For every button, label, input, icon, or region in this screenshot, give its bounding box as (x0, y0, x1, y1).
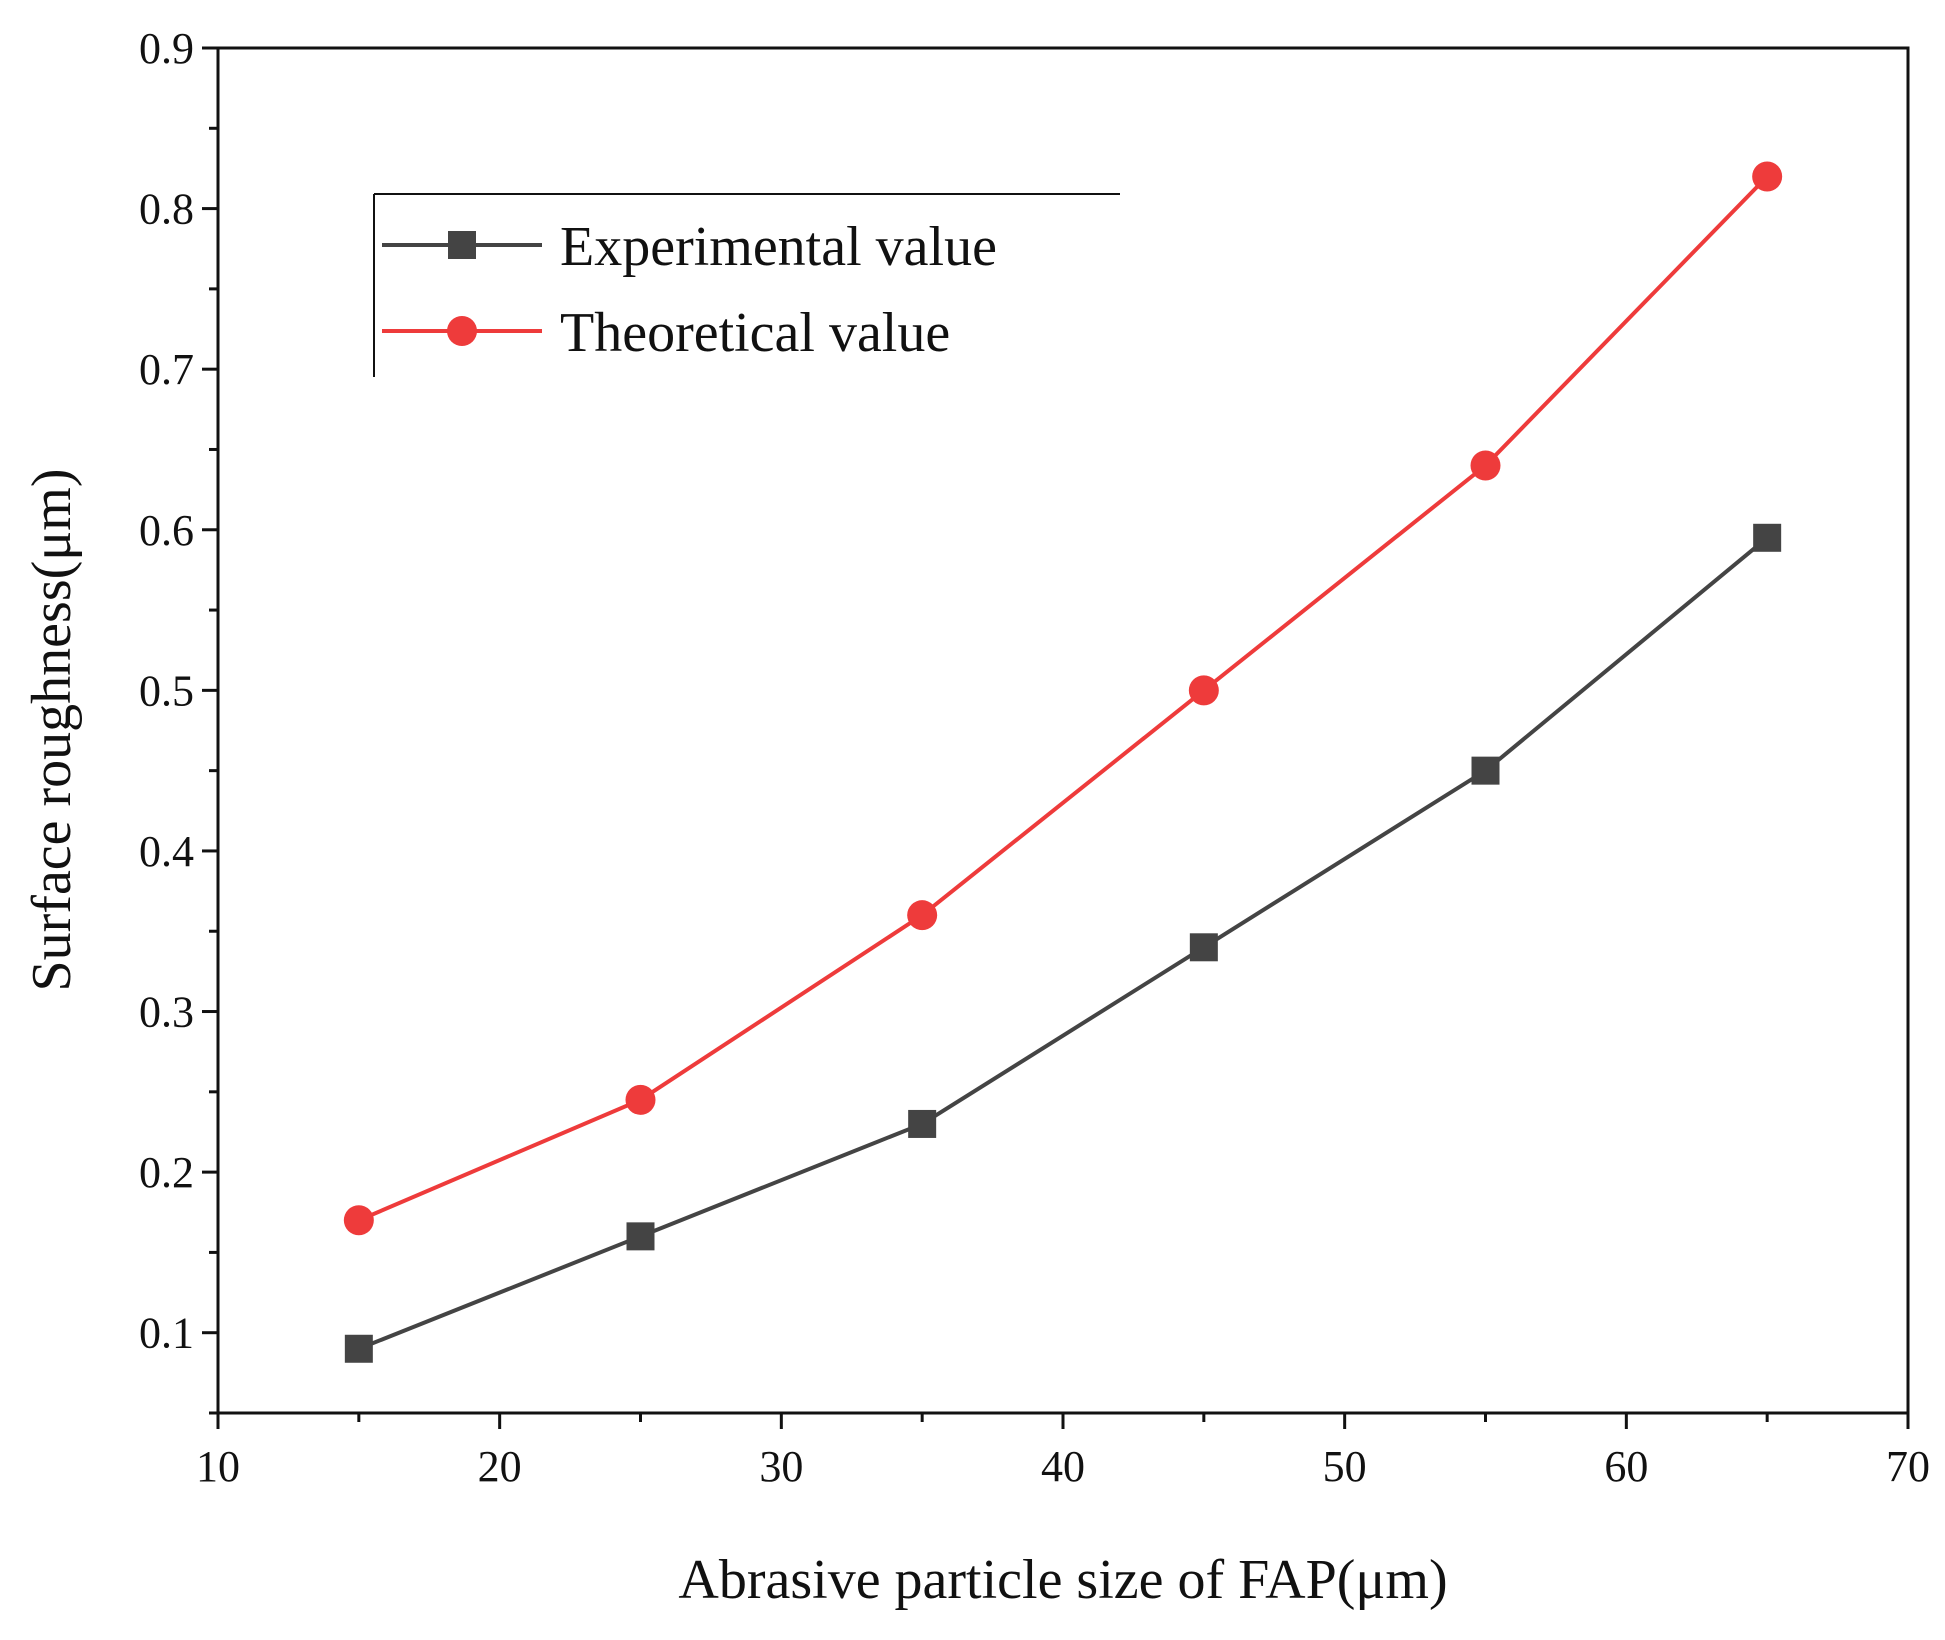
x-axis-title: Abrasive particle size of FAP(μm) (678, 1549, 1447, 1611)
x-tick-label: 40 (1041, 1442, 1085, 1491)
y-axis: 0.1 0.2 0.3 0.4 0.5 0.6 0.7 0.8 0.9 (139, 24, 218, 1415)
x-tick-label: 60 (1604, 1442, 1648, 1491)
data-point (1189, 933, 1218, 962)
x-tick-label: 10 (196, 1442, 240, 1491)
data-point (1753, 523, 1782, 552)
x-axis: 10 20 30 40 50 60 70 (196, 1413, 1930, 1491)
data-point (907, 900, 938, 931)
data-point (343, 1205, 374, 1236)
x-tick-label: 30 (759, 1442, 803, 1491)
y-axis-title: Surface roughness(μm) (21, 469, 83, 992)
y-tick-label: 0.8 (139, 185, 194, 234)
series-line (358, 536, 1769, 1351)
data-point (1188, 675, 1219, 706)
data-point (626, 1222, 655, 1251)
series-2 (343, 161, 1783, 1236)
x-tick-label: 20 (478, 1442, 522, 1491)
x-tick-label: 70 (1886, 1442, 1930, 1491)
data-point (625, 1084, 656, 1115)
legend: Experimental value Theoretical value (373, 193, 1120, 377)
series-layer (343, 161, 1783, 1363)
data-point (908, 1109, 937, 1138)
y-tick-label: 0.5 (139, 666, 194, 715)
y-tick-label: 0.7 (139, 345, 194, 394)
y-tick-label: 0.3 (139, 988, 194, 1037)
legend-label: Theoretical value (560, 302, 950, 364)
data-point (1752, 161, 1783, 192)
legend-marker (447, 316, 477, 346)
series-line (358, 175, 1769, 1223)
y-tick-label: 0.6 (139, 506, 194, 555)
y-tick-label: 0.2 (139, 1148, 194, 1197)
data-point (344, 1334, 373, 1363)
y-tick-label: 0.1 (139, 1309, 194, 1358)
y-tick-label: 0.9 (139, 24, 194, 73)
legend-marker (448, 231, 476, 259)
y-tick-label: 0.4 (139, 827, 194, 876)
series-1 (344, 523, 1782, 1363)
data-point (1470, 450, 1501, 481)
data-point (1471, 756, 1500, 785)
x-tick-label: 50 (1323, 1442, 1367, 1491)
legend-label: Experimental value (560, 216, 997, 278)
